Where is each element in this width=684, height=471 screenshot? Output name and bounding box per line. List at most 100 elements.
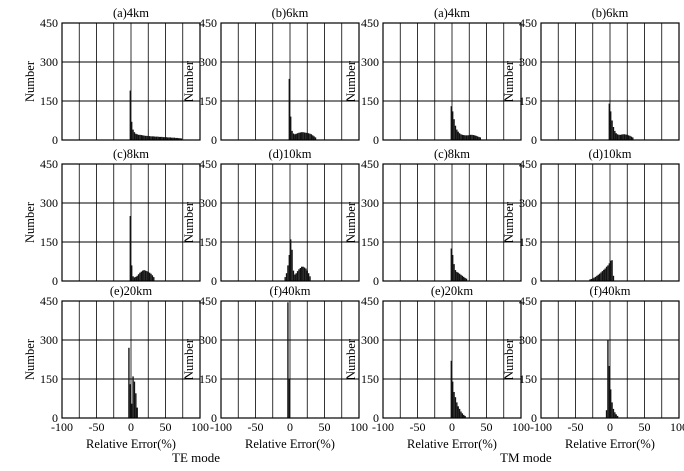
te-b-ytick-label: 450 [199,16,217,30]
tm-e-ylabel: Number [344,338,358,380]
tm-b-ytick-label: 0 [531,133,537,147]
te-f-ylabel: Number [182,338,196,380]
te-d-bar [291,249,293,281]
tm-a-bar [472,135,475,140]
te-e-bar [128,347,130,418]
te-a-ytick-label: 150 [40,94,58,108]
te-b-ytick-label: 0 [211,133,217,147]
tm-d-bar [596,275,598,281]
tm-b-ylabel: Number [502,60,516,102]
te-e-xlabel: Relative Error(%) [86,437,176,451]
te-a-bar [139,134,141,140]
te-d-bar [299,268,302,281]
te-b-bar [295,133,297,140]
tm-b-bar [627,135,630,140]
te-a-bar [157,136,159,140]
tm-a-bar [465,135,468,140]
tm-b-bar [622,134,624,140]
tm-d-bar [605,266,608,281]
te-c-bar [139,272,141,281]
te-d-title: (d)10km [268,147,311,161]
te-f-title: (f)40km [270,284,311,298]
te-c-ytick-label: 150 [40,235,58,249]
tm-a-bar [456,129,458,140]
tm-d-bar [592,278,594,281]
te-a-bar [179,138,181,140]
te-c-frame [61,163,201,282]
tm-a-bar [464,135,466,140]
tm-a-bar [450,106,452,140]
tm-d-bar [608,263,610,281]
tm-e-bar [461,413,464,418]
te-d-bar [290,239,292,281]
te-d-bar [285,273,288,281]
tm-a-bar [453,119,455,140]
tm-a-ytick-label: 450 [361,16,379,30]
te-c-bar [144,270,147,281]
te-d-ytick-label: 150 [199,235,217,249]
tm-c-frame [382,163,522,282]
tm-d-bar [597,274,599,281]
te-d-bar [288,255,290,281]
tm-a-bar [469,134,472,140]
te-d-ytick-label: 450 [199,157,217,171]
te-a-ytick-label: 300 [40,55,58,69]
te-b-bar [298,132,300,140]
te-a-title: (a)4km [113,6,149,20]
tm-d-bar [603,269,605,281]
tm-e-bar [464,415,466,418]
tm-d-bar [610,260,612,281]
te-a-bar [173,137,176,140]
te-e-frame [61,300,201,419]
te-d-bar [294,274,296,281]
te-d-bar [306,270,308,281]
te-b-bar [294,134,296,140]
tm-b-bar [611,120,613,140]
te-d-bar [295,273,297,281]
te-d-bar [284,277,286,281]
te-c-bar [129,216,131,281]
te-a-bar [135,133,137,140]
tm-d-frame [540,163,680,282]
tm-a-bar [463,135,465,140]
tm-e-ytick-label: 450 [361,294,379,308]
tm-f-title: (f)40km [590,284,631,298]
tm-e-bar [453,392,455,418]
te-e-xtick-label: 100 [191,420,209,434]
te-f-xtick-label: 50 [319,420,331,434]
tm-e-ytick-label: 300 [361,333,379,347]
te-e-xtick-label: -50 [89,420,105,434]
tm-f-xlabel: Relative Error(%) [565,437,655,451]
te-f-bar [288,379,290,418]
tm-b-bar [630,136,633,140]
te-a-bar [150,136,152,140]
tm-a-bar [478,136,480,140]
te-d-bar [302,266,304,281]
tm-b-bar [623,134,626,140]
tm-f-ytick-label: 0 [531,411,537,425]
tm-c-bar [450,248,452,281]
te-a-bar [168,137,170,140]
te-f-frame [220,300,360,419]
te-c-bar [135,276,137,281]
tm-c-title: (c)8km [434,147,470,161]
tm-a-ylabel: Number [344,60,358,102]
tm-f-bar [607,340,609,418]
te-c-bar [147,271,149,281]
te-d-bar [292,270,295,281]
tm-d-ylabel: Number [502,201,516,243]
tm-c-bar [456,271,458,281]
tm-a-bar [468,135,470,140]
te-d-bar [298,269,300,281]
tm-e-ytick-label: 0 [373,411,379,425]
te-f-xtick-label: -50 [248,420,264,434]
tm-e-xtick-label: -50 [410,420,426,434]
te-a-bar [180,138,183,140]
te-a-bar [146,135,148,140]
te-e-bar [131,403,133,418]
tm-f-bar [612,408,615,418]
te-e-xtick-label: 0 [128,420,134,434]
te-c-bar [132,276,134,281]
tm-e-xtick-label: 0 [449,420,455,434]
tm-d-bar [594,276,597,281]
